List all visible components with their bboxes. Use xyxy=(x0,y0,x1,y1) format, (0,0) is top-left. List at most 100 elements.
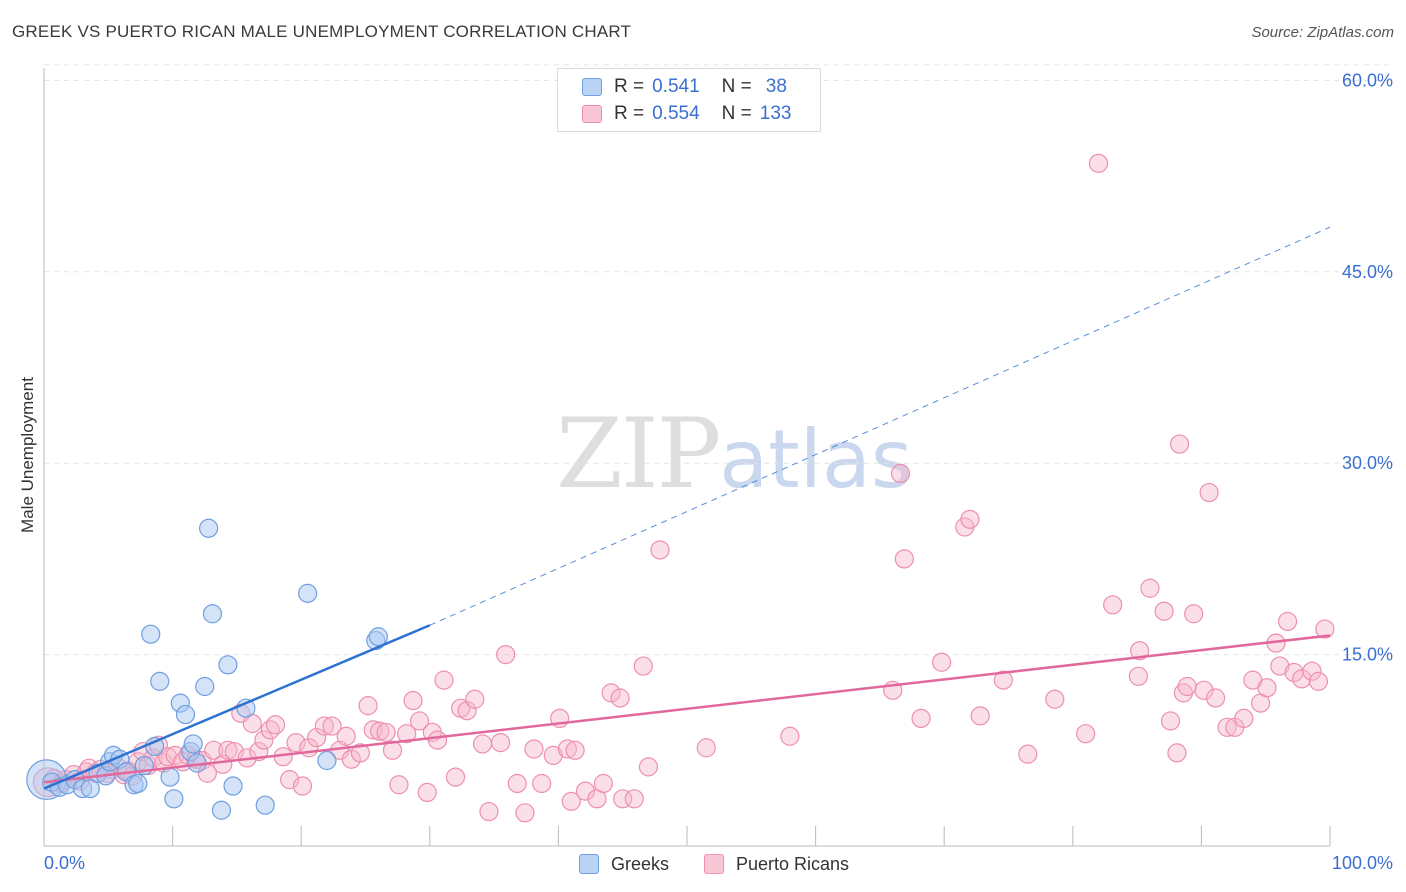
puerto-rican-point xyxy=(1292,669,1312,689)
bottom-legend-puerto-ricans: Puerto Ricans xyxy=(704,852,849,876)
source-label: Source: ZipAtlas.com xyxy=(1251,24,1394,41)
puerto-rican-point xyxy=(1194,680,1214,700)
puerto-rican-point xyxy=(638,757,659,777)
puerto-rican-point xyxy=(1128,666,1148,686)
legend-row-puerto-ricans: R = 0.554 N = 133 xyxy=(582,103,791,125)
greeks-swatch xyxy=(582,78,602,96)
legend-row-greeks: R = 0.541 N = 38 xyxy=(582,76,787,98)
puerto-rican-point xyxy=(1169,434,1190,454)
puerto-rican-point xyxy=(532,773,552,794)
puerto-rican-point xyxy=(1205,688,1226,708)
puerto-rican-point xyxy=(1167,743,1187,763)
puerto-rican-point xyxy=(496,644,516,665)
puerto-rican-point xyxy=(1184,604,1204,624)
tick-labels: 15.0% 30.0% 45.0% 60.0% 0.0% 100.0% xyxy=(44,70,1393,873)
puerto-rican-point xyxy=(1315,619,1335,639)
watermark: ZIPatlas xyxy=(556,398,913,510)
puerto-rican-point xyxy=(286,733,306,753)
trend-lines xyxy=(43,226,1331,790)
puerto-rican-point xyxy=(1177,676,1197,697)
puerto-rican-point xyxy=(336,726,356,746)
greek-point xyxy=(175,704,196,725)
greek-point xyxy=(317,750,337,771)
puerto-rican-point xyxy=(457,701,477,721)
puerto-rican-point xyxy=(960,509,980,529)
puerto-rican-point xyxy=(601,683,621,703)
greek-point xyxy=(141,624,161,644)
puerto-rican-point xyxy=(1302,661,1322,681)
puerto-rican-point xyxy=(292,776,313,796)
puerto-rican-point xyxy=(932,652,952,672)
puerto-rican-point xyxy=(575,781,596,801)
y-tick-label: 30.0% xyxy=(1342,453,1393,473)
gridlines xyxy=(44,64,1394,656)
puerto-rican-point xyxy=(696,738,716,758)
greek-trend-extension xyxy=(429,226,1331,626)
puerto-rican-point xyxy=(1154,601,1174,621)
puerto-rican-point xyxy=(610,688,630,708)
greek-point xyxy=(202,604,223,624)
puerto-rican-point xyxy=(376,722,396,743)
greeks-n-value: 38 xyxy=(765,76,787,97)
y-tick-label: 15.0% xyxy=(1342,645,1393,665)
puerto-rican-point xyxy=(543,745,563,766)
puerto-rican-point xyxy=(894,549,914,569)
puerto-rican-point xyxy=(593,773,614,794)
greek-point xyxy=(164,789,184,809)
puerto-rican-point xyxy=(557,739,578,759)
puerto-rican-point xyxy=(314,716,334,736)
puerto-rican-point xyxy=(1140,578,1160,598)
x-tick-label-min: 0.0% xyxy=(44,853,85,873)
greek-trend-line xyxy=(43,624,431,790)
puerto-rican-point xyxy=(204,740,224,760)
greek-point xyxy=(223,776,243,796)
greek-point xyxy=(298,583,318,603)
puerto-rican-point xyxy=(397,724,417,744)
puerto-rican-point xyxy=(260,720,280,740)
puerto-rican-point xyxy=(479,801,499,822)
puerto-rican-point xyxy=(993,670,1013,690)
greek-point xyxy=(150,671,170,691)
puerto-rican-point xyxy=(780,726,800,746)
y-tick-label: 45.0% xyxy=(1342,262,1393,282)
puerto-rican-point xyxy=(427,730,448,750)
puerto-rican-point xyxy=(157,747,178,767)
puerto-rican-point xyxy=(633,656,653,676)
puerto-rican-point xyxy=(515,803,535,823)
greeks-r-label: R = xyxy=(614,76,645,97)
greek-point xyxy=(160,767,180,787)
puerto-ricans-r-label: R = xyxy=(614,103,645,124)
puerto-rican-point xyxy=(890,463,911,484)
puerto-rican-point xyxy=(389,775,409,795)
puerto-rican-points xyxy=(32,153,1335,823)
puerto-rican-point xyxy=(1076,724,1096,744)
puerto-rican-point xyxy=(911,708,931,729)
puerto-ricans-n-label: N = xyxy=(721,103,752,124)
puerto-rican-point xyxy=(624,789,644,809)
puerto-rican-point xyxy=(254,730,274,750)
puerto-rican-point xyxy=(650,540,670,560)
greek-point xyxy=(255,795,275,815)
puerto-rican-point xyxy=(1308,671,1329,691)
puerto-rican-point xyxy=(970,706,990,726)
puerto-rican-point xyxy=(417,782,437,803)
puerto-rican-point xyxy=(322,716,342,736)
greeks-n-label: N = xyxy=(721,76,752,97)
puerto-rican-point xyxy=(490,733,511,753)
puerto-rican-point xyxy=(307,727,327,748)
puerto-rican-point xyxy=(409,711,430,731)
correlation-legend: R = 0.541 N = 38 R = 0.554 N = 133 xyxy=(557,68,821,132)
puerto-rican-point xyxy=(1130,641,1150,661)
puerto-rican-point xyxy=(561,791,581,811)
puerto-rican-point xyxy=(1103,595,1123,615)
puerto-ricans-n-value: 133 xyxy=(759,103,792,124)
puerto-rican-point xyxy=(465,689,485,709)
puerto-rican-point xyxy=(524,739,544,759)
puerto-ricans-r-value: 0.554 xyxy=(652,103,700,124)
greek-point xyxy=(199,518,219,538)
puerto-rican-point xyxy=(507,773,527,794)
puerto-rican-point xyxy=(1234,708,1254,729)
puerto-rican-point xyxy=(265,715,286,735)
puerto-rican-point xyxy=(472,734,493,754)
